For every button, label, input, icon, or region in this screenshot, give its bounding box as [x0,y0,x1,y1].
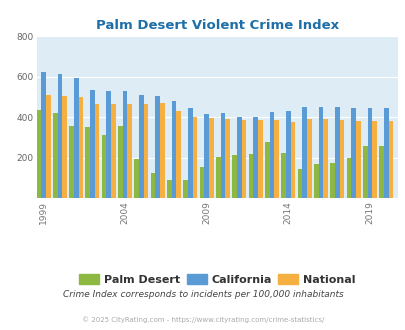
Bar [204,114,209,198]
Bar [85,127,90,198]
Bar [318,107,322,198]
Bar [111,104,115,198]
Bar [339,120,343,198]
Bar [150,173,155,198]
Bar [237,117,241,198]
Bar [106,91,111,198]
Title: Palm Desert Violent Crime Index: Palm Desert Violent Crime Index [96,19,338,32]
Bar [220,113,225,198]
Bar [122,91,127,198]
Bar [36,110,41,198]
Bar [334,107,339,198]
Bar [290,122,294,198]
Bar [69,126,74,198]
Bar [188,108,192,198]
Bar [264,143,269,198]
Bar [306,119,311,198]
Bar [274,120,278,198]
Bar [248,153,253,198]
Bar [58,74,62,198]
Bar [95,104,99,198]
Bar [176,111,181,198]
Text: Crime Index corresponds to incidents per 100,000 inhabitants: Crime Index corresponds to incidents per… [62,290,343,299]
Bar [143,104,148,198]
Bar [329,163,334,198]
Bar [74,78,78,198]
Bar [134,159,139,198]
Bar [155,96,160,198]
Bar [367,108,371,198]
Bar [350,108,355,198]
Bar [225,119,230,198]
Bar [378,147,383,198]
Bar [118,126,122,198]
Bar [297,169,302,198]
Bar [78,97,83,198]
Bar [53,113,58,198]
Bar [139,95,143,198]
Legend: Palm Desert, California, National: Palm Desert, California, National [75,270,358,289]
Bar [232,154,237,198]
Bar [285,111,290,198]
Bar [167,180,171,198]
Bar [199,167,204,198]
Bar [269,112,274,198]
Bar [241,120,246,198]
Bar [215,156,220,198]
Bar [371,121,376,198]
Bar [183,180,188,198]
Bar [160,103,164,198]
Bar [322,119,327,198]
Bar [302,107,306,198]
Bar [281,152,285,198]
Bar [90,90,95,198]
Text: © 2025 CityRating.com - https://www.cityrating.com/crime-statistics/: © 2025 CityRating.com - https://www.city… [82,316,323,323]
Bar [355,121,360,198]
Bar [46,95,50,198]
Bar [388,121,392,198]
Bar [313,164,318,198]
Bar [346,157,350,198]
Bar [62,96,67,198]
Bar [383,108,388,198]
Bar [209,118,213,198]
Bar [362,147,367,198]
Bar [102,135,106,198]
Bar [127,104,132,198]
Bar [171,101,176,198]
Bar [192,117,197,198]
Bar [41,72,46,198]
Bar [253,117,257,198]
Bar [257,120,262,198]
